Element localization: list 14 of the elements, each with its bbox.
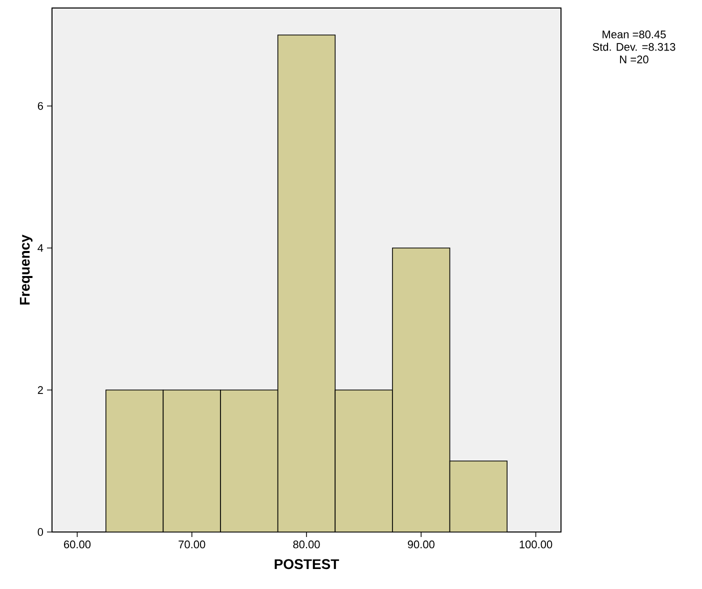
x-tick-label: 100.00: [520, 540, 552, 548]
y-tick-label: 4: [38, 244, 44, 252]
text: N =20: [620, 56, 648, 64]
text: Mean =80.45: [602, 30, 666, 38]
x-axis-title: POSTEST: [274, 559, 340, 570]
y-tick-label: 6: [38, 102, 43, 110]
y-axis-title: Frequency: [20, 234, 32, 304]
y-tick-label: 2: [38, 386, 43, 394]
x-tick-label: 80.00: [293, 540, 320, 548]
y-tick-label: 0: [38, 528, 44, 536]
text: Std. Dev. =8.313: [592, 42, 676, 51]
x-tick-label: 70.00: [178, 540, 206, 548]
x-tick-label: 90.00: [408, 540, 434, 548]
x-tick-label: 60.00: [64, 540, 91, 548]
